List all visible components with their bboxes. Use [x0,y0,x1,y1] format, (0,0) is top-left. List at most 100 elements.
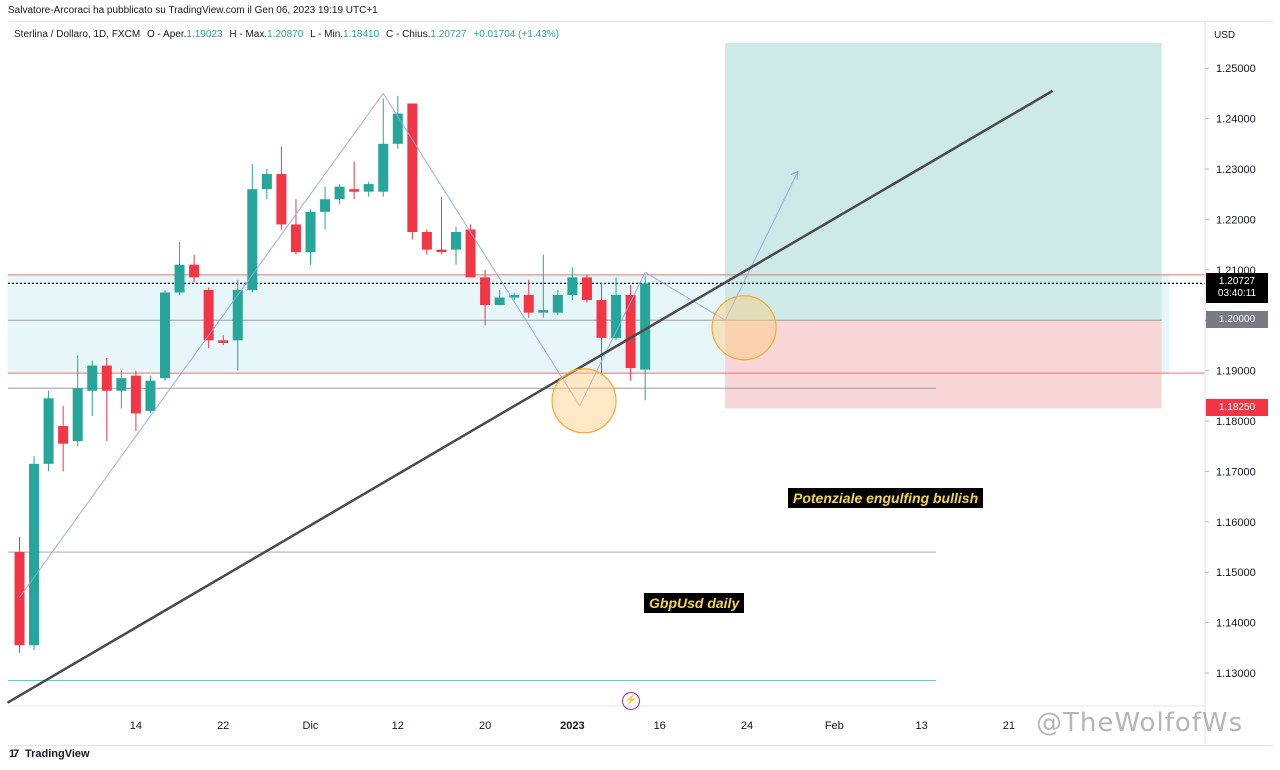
candle-body [174,264,185,293]
x-tick-label: 21 [1003,720,1015,732]
legend-high-label: H - Max. [229,29,268,40]
candle-body [101,365,112,391]
y-tick-label: 1.23000 [1216,164,1256,176]
candle-body [130,375,141,414]
entry-price-tag: 1.20000 [1206,311,1268,328]
candle-body [43,398,54,464]
y-tick-label: 1.15000 [1216,567,1256,579]
annotation-timeframe[interactable]: GbpUsd daily [644,593,745,613]
candle-body [567,277,578,295]
x-tick-label: 24 [741,720,753,732]
y-tick-label: 1.24000 [1216,114,1256,126]
last-price-value: 1.20727 [1218,276,1256,287]
candle [247,163,258,293]
x-tick-label: 13 [915,720,927,732]
candle [43,390,54,472]
candle [451,226,461,265]
candle [334,184,345,205]
candle-body [407,103,418,232]
candle [320,186,331,230]
author-watermark: @TheWolfofWs [1036,708,1244,738]
legend-change: +0.01704 (+1.43%) [473,29,559,40]
x-tick-label: 22 [217,720,229,732]
candle [480,269,491,326]
lightning-icon[interactable]: ⚡ [622,692,640,710]
candle-body [640,283,651,370]
legend-high: 1.20870 [267,29,304,40]
tradingview-logo-text: TradingView [25,748,90,760]
x-axis: 14 22 Dic 12 20 2023 16 24 Feb 13 21 [8,705,1205,732]
y-tick-label: 1.25000 [1216,63,1256,75]
legend-close: 1.20727 [430,29,467,40]
highlight-circle [711,295,777,361]
candle-body [378,143,389,192]
y-tick-label: 1.17000 [1216,466,1256,478]
candle-body [58,426,69,444]
candle [145,375,156,414]
candle-body [305,211,316,253]
candle-body [189,264,200,278]
candle-body [29,463,40,646]
candle-body [392,113,403,144]
y-tick-label: 1.14000 [1216,618,1256,630]
candle [305,209,316,265]
candle [407,103,418,240]
x-tick-label: 12 [392,720,404,732]
candles-layer [14,95,651,653]
candle [130,370,141,432]
candle-body [320,199,331,212]
candle [523,279,534,318]
candle-body [451,232,461,250]
candle-body [14,552,25,646]
candle-body [247,189,258,290]
candle-body [523,295,534,313]
legend-open: 1.19023 [186,29,223,40]
candle [116,370,127,409]
candle-body [596,300,607,338]
candle-body [145,380,156,411]
legend-symbol: Sterlina / Dollaro, 1D, FXCM [14,29,141,40]
tradingview-logo[interactable]: 17 TradingView [9,748,90,760]
candle [509,292,520,301]
y-tick-label: 1.18000 [1216,416,1256,428]
annotation-engulfing[interactable]: Potenziale engulfing bullish [788,488,984,508]
candle [552,289,563,316]
candle-body [203,289,214,341]
levels-layer [8,274,1205,682]
x-tick-label: Dic [303,720,319,732]
candle-body [116,378,127,391]
candle-body [218,340,229,343]
legend-low-label: L - Min. [310,29,344,40]
y-axis: 1.13000 1.14000 1.15000 1.16000 1.17000 1.180… [1204,22,1256,744]
stop-price-tag: 1.18250 [1206,399,1268,416]
candle-body [87,365,98,391]
candle [87,360,98,416]
candle [640,276,651,401]
candle [567,267,578,301]
zigzag-projection [19,92,799,598]
candle-body [290,224,301,253]
x-tick-label: 16 [654,720,666,732]
legend-low: 1.18410 [343,29,380,40]
candle [189,254,200,283]
chart-frame [8,21,1273,746]
candle [581,274,592,303]
candle [203,287,214,348]
candle-body [334,186,345,200]
candle-body [421,232,432,250]
candle-body [611,295,622,338]
candle [218,335,229,346]
candle-body [465,229,476,278]
candle [72,355,83,447]
candle-body [538,310,549,313]
candle [261,169,272,200]
candle [290,199,301,255]
symbol-legend: Sterlina / Dollaro, 1D, FXCM O - Aper.1.… [14,29,559,40]
candle-body [436,249,447,253]
candle [174,242,185,295]
take-profit-zone [725,43,1162,321]
bar-countdown: 03:40:11 [1217,288,1257,299]
highlight-circle [551,368,617,434]
candle-body [509,295,520,298]
